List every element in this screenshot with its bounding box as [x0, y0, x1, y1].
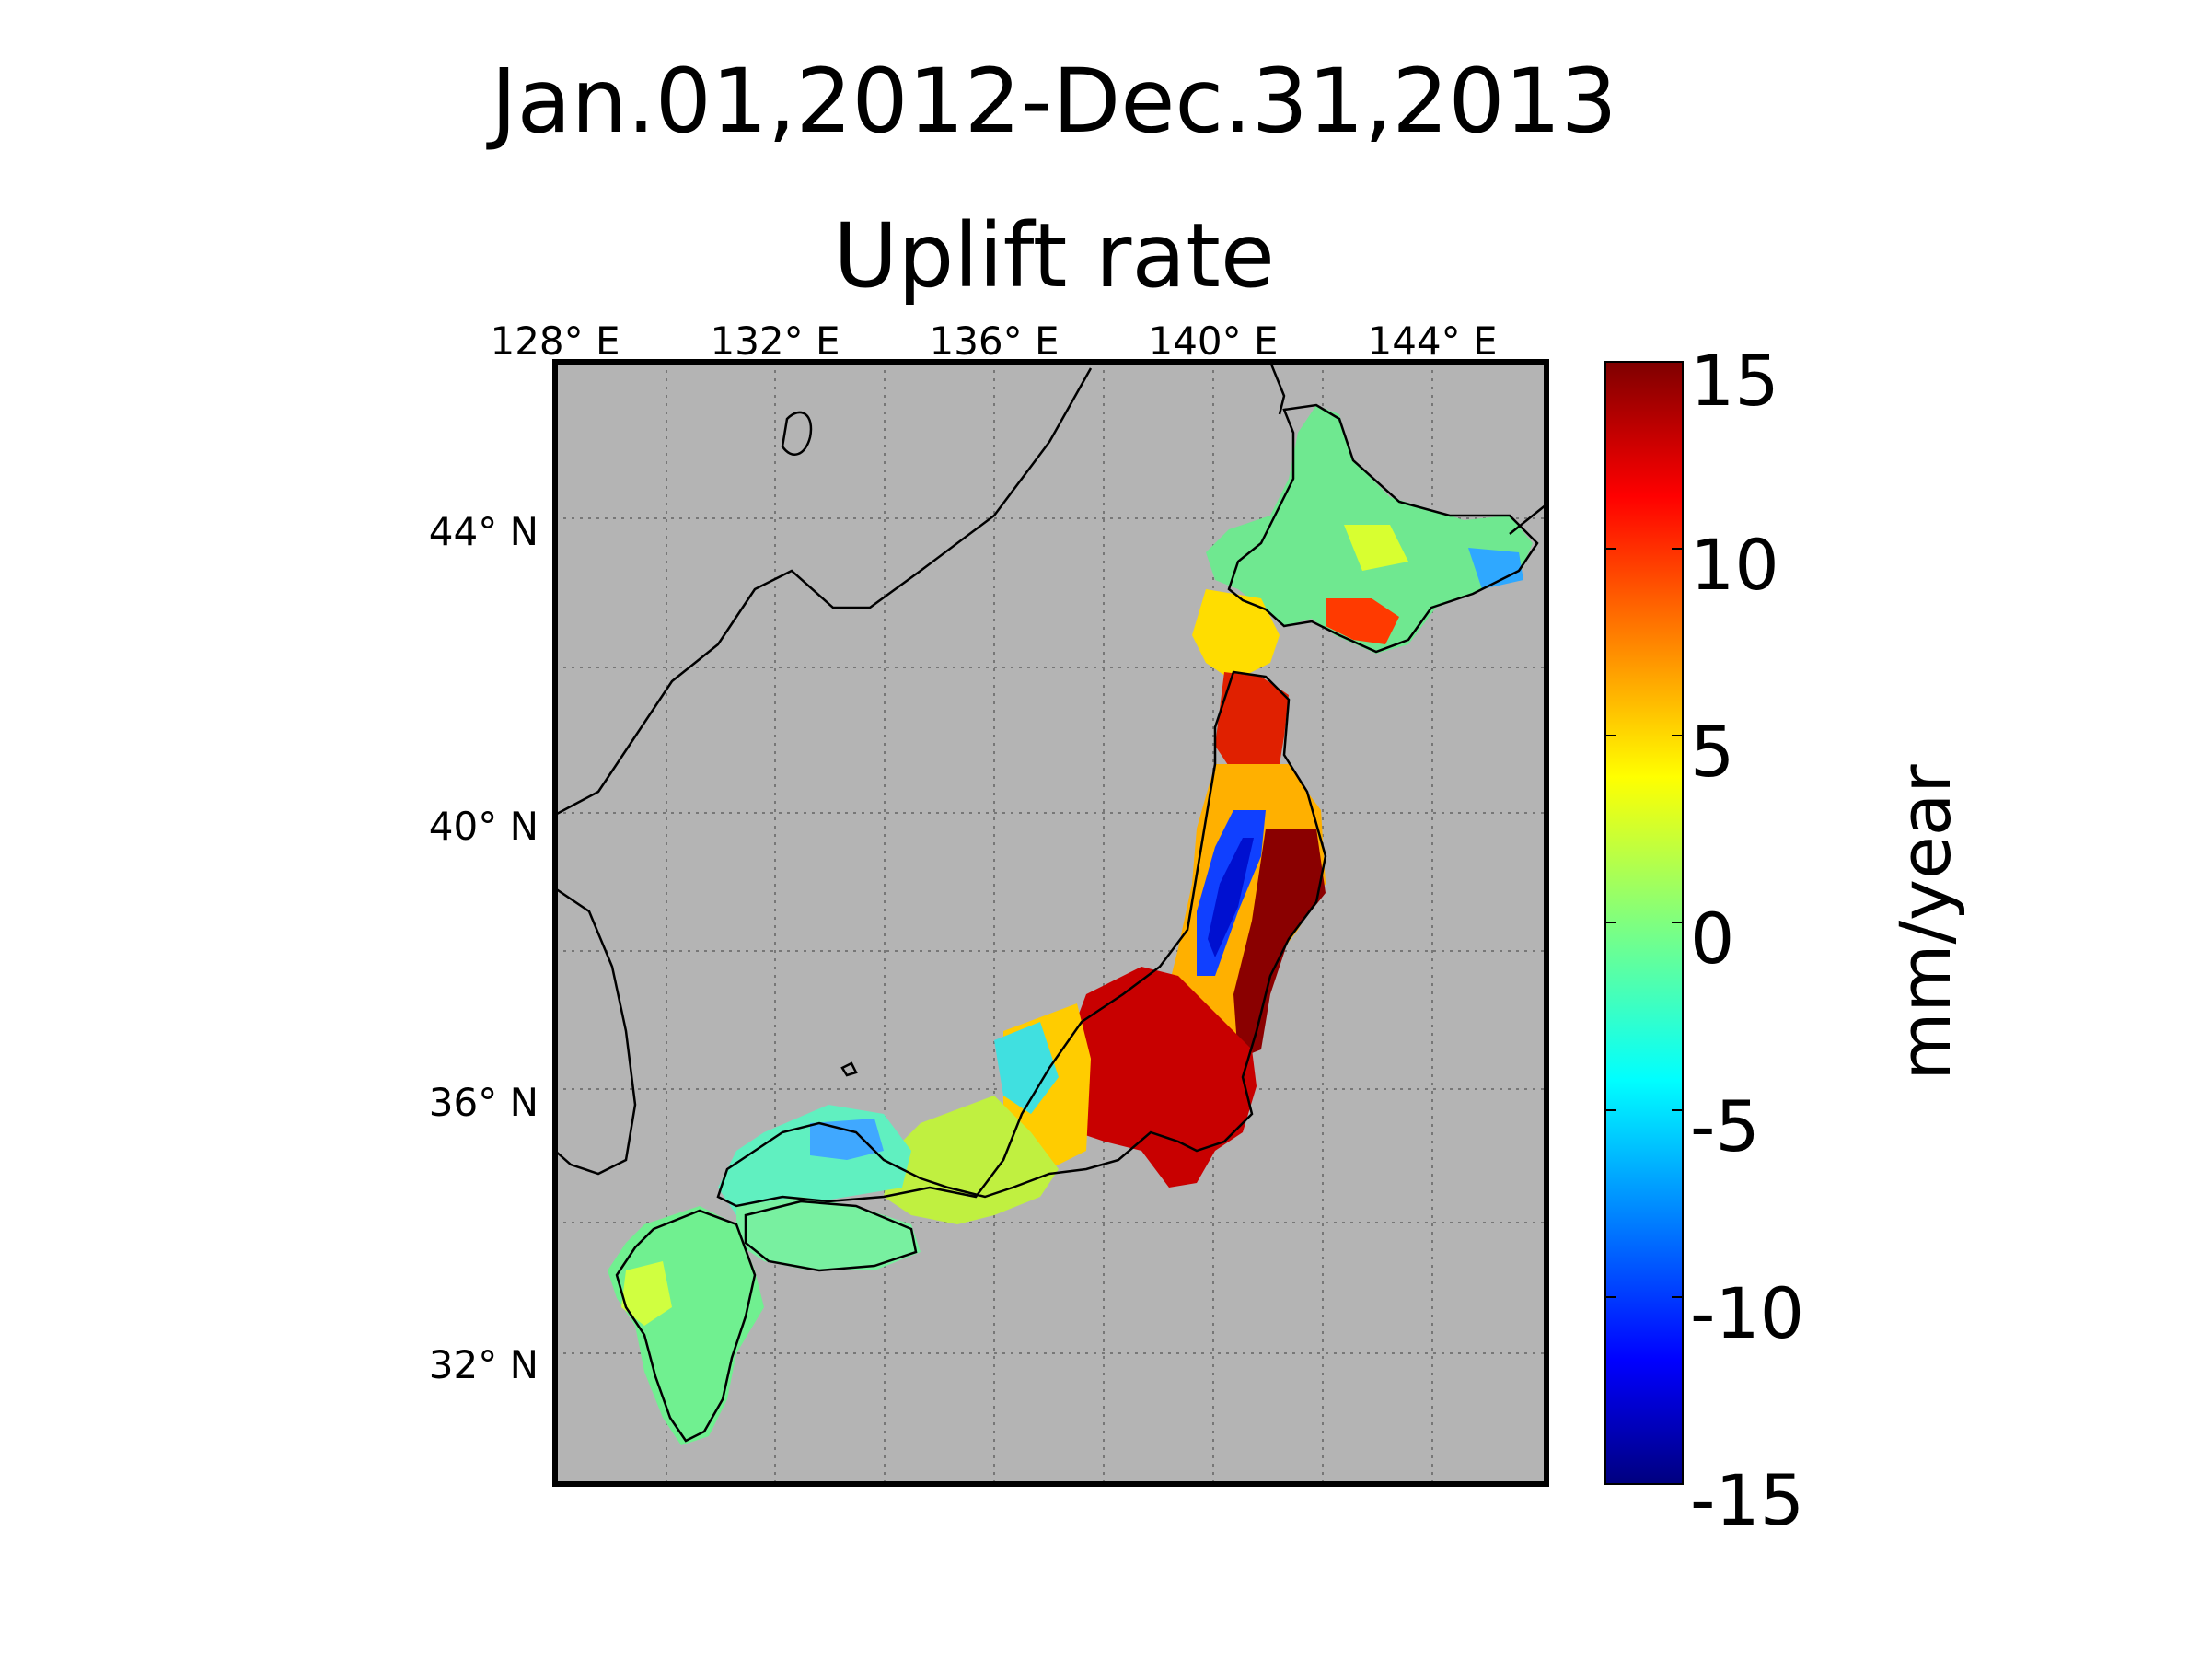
- kansai-field: [884, 1096, 1059, 1224]
- colorbar-tick-10: 10: [1690, 524, 1779, 606]
- kyushu-yellow: [621, 1261, 672, 1326]
- hokkaido-east-blue: [1468, 548, 1523, 589]
- tohoku-east-darkred: [1233, 829, 1326, 1059]
- colorbar-tick-5: 5: [1690, 711, 1734, 793]
- chart-subtitle: Uplift rate: [833, 204, 1275, 307]
- colorbar-tick-minus5: -5: [1690, 1085, 1760, 1167]
- lon-tick-132: 132° E: [710, 319, 840, 364]
- hokkaido-center-yellow: [1344, 525, 1408, 571]
- hokkaido-coast: [1227, 403, 1539, 654]
- coastlines: [555, 362, 1546, 1443]
- shikoku-field: [736, 1197, 921, 1270]
- tohoku-blue-core: [1208, 838, 1254, 957]
- lat-tick-40: 40° N: [429, 804, 539, 849]
- map-frame: [552, 359, 1549, 1487]
- lon-tick-136: 136° E: [929, 319, 1059, 364]
- asia-coast: [555, 367, 1093, 817]
- oki-island: [840, 1061, 858, 1077]
- lat-tick-32: 32° N: [429, 1342, 539, 1387]
- shikoku-coast: [744, 1200, 918, 1272]
- colorbar: [1604, 361, 1684, 1485]
- lon-tick-140: 140° E: [1148, 319, 1278, 364]
- chugoku-blue: [810, 1119, 884, 1160]
- kurils-coast: [1509, 504, 1546, 535]
- lon-tick-128: 128° E: [490, 319, 620, 364]
- hokkaido-southwest-yellow: [1192, 589, 1280, 681]
- hokkaido-southeast-red: [1326, 598, 1399, 644]
- colorbar-ticks: [1605, 361, 1683, 1298]
- chart-title: Jan.01,2012-Dec.31,2013: [491, 50, 1617, 153]
- lon-tick-144: 144° E: [1367, 319, 1497, 364]
- colorbar-tick-15: 15: [1690, 340, 1779, 422]
- colorbar-tick-labels: 15 10 5 0 -5 -10 -15: [1690, 340, 1804, 1541]
- kyushu-coast: [615, 1209, 757, 1443]
- kanto-field: [1068, 967, 1257, 1188]
- lat-tick-44: 44° N: [429, 509, 539, 554]
- longitude-tick-labels: 128° E 132° E 136° E 140° E 144° E: [490, 319, 1497, 364]
- uplift-field: [608, 405, 1533, 1445]
- colorbar-tick-0: 0: [1690, 898, 1734, 980]
- central-cyan: [994, 1022, 1059, 1114]
- aomori-field: [1215, 672, 1289, 773]
- honshu-coast: [716, 670, 1327, 1208]
- colorbar-unit-label: mm/year: [1884, 764, 1966, 1081]
- latitude-tick-labels: 44° N 40° N 36° N 32° N: [429, 509, 539, 1387]
- colorbar-tick-minus15: -15: [1690, 1459, 1804, 1541]
- rebun-island: [781, 411, 813, 456]
- sakhalin-coast: [1268, 362, 1286, 415]
- lat-tick-36: 36° N: [429, 1080, 539, 1125]
- korea-coast: [555, 887, 637, 1176]
- colorbar-tick-minus10: -10: [1690, 1272, 1804, 1354]
